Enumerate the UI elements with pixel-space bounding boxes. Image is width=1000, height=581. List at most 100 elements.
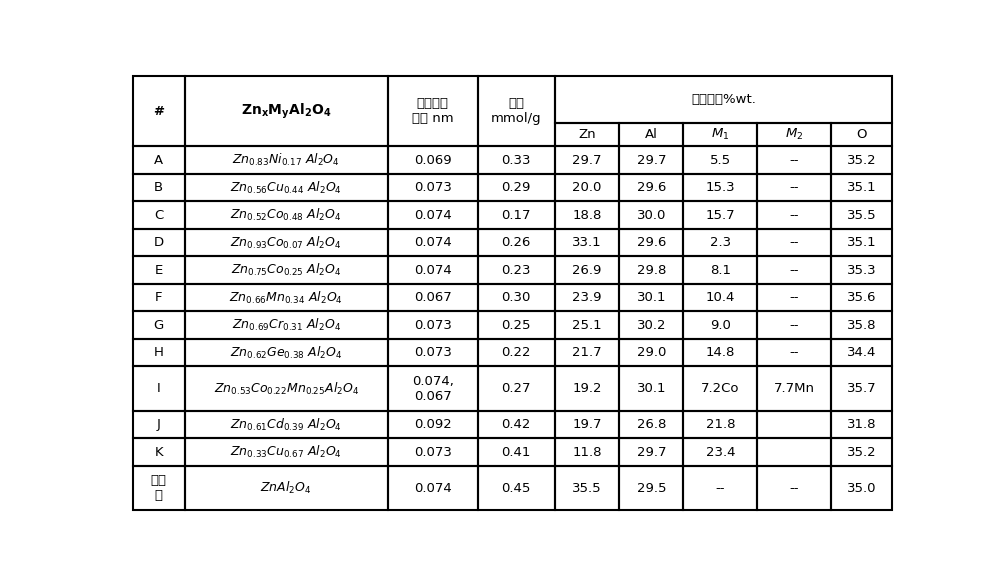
Bar	[757, 174, 831, 202]
Text: 23.9: 23.9	[572, 291, 602, 304]
Text: $Zn_{0.52}Co_{0.48}\ Al_2O_4$: $Zn_{0.52}Co_{0.48}\ Al_2O_4$	[230, 207, 342, 223]
Text: 30.1: 30.1	[637, 382, 666, 395]
Text: 11.8: 11.8	[572, 446, 602, 458]
Bar	[757, 202, 831, 229]
Bar	[478, 439, 555, 466]
Bar	[683, 229, 757, 256]
Bar	[185, 339, 388, 367]
Text: --: --	[789, 236, 799, 249]
Text: 0.073: 0.073	[414, 346, 452, 359]
Bar	[133, 411, 185, 439]
Bar	[388, 339, 478, 367]
Text: 35.0: 35.0	[847, 482, 876, 494]
Text: --: --	[789, 181, 799, 194]
Text: $Zn_{0.56}Cu_{0.44}\ Al_2O_4$: $Zn_{0.56}Cu_{0.44}\ Al_2O_4$	[230, 180, 342, 196]
Bar	[185, 229, 388, 256]
Bar	[185, 174, 388, 202]
Text: 30.2: 30.2	[637, 318, 666, 332]
Bar	[757, 367, 831, 411]
Text: K: K	[154, 446, 163, 458]
Bar	[388, 202, 478, 229]
Text: 0.067: 0.067	[414, 291, 452, 304]
Bar	[478, 466, 555, 510]
Bar	[619, 284, 683, 311]
Text: 29.6: 29.6	[637, 181, 666, 194]
Text: 21.7: 21.7	[572, 346, 602, 359]
Text: 31.8: 31.8	[847, 418, 876, 431]
Bar	[757, 146, 831, 174]
Text: $Zn_{0.61}Cd_{0.39}\ Al_2O_4$: $Zn_{0.61}Cd_{0.39}\ Al_2O_4$	[230, 417, 342, 433]
Bar	[133, 256, 185, 284]
Bar	[185, 466, 388, 510]
Text: 21.8: 21.8	[706, 418, 735, 431]
Text: $Zn_{0.93}Co_{0.07}\ Al_2O_4$: $Zn_{0.93}Co_{0.07}\ Al_2O_4$	[230, 235, 342, 250]
Bar	[133, 466, 185, 510]
Text: --: --	[789, 264, 799, 277]
Bar	[185, 77, 388, 146]
Bar	[478, 202, 555, 229]
Text: 0.17: 0.17	[502, 209, 531, 221]
Text: 33.1: 33.1	[572, 236, 602, 249]
Text: I: I	[157, 382, 161, 395]
Text: 对比
例: 对比 例	[151, 474, 167, 502]
Bar	[388, 466, 478, 510]
Bar	[388, 174, 478, 202]
Bar	[478, 146, 555, 174]
Bar	[555, 256, 619, 284]
Bar	[619, 174, 683, 202]
Text: --: --	[789, 291, 799, 304]
Bar	[185, 256, 388, 284]
Bar	[831, 174, 892, 202]
Bar	[555, 311, 619, 339]
Bar	[619, 256, 683, 284]
Text: 35.1: 35.1	[847, 181, 876, 194]
Bar	[683, 311, 757, 339]
Text: 酸度
mmol/g: 酸度 mmol/g	[491, 98, 542, 125]
Text: $Zn_{0.66}Mn_{0.34}\ Al_2O_4$: $Zn_{0.66}Mn_{0.34}\ Al_2O_4$	[229, 289, 343, 306]
Text: 0.22: 0.22	[502, 346, 531, 359]
Bar	[831, 256, 892, 284]
Text: 0.074: 0.074	[414, 209, 452, 221]
Bar	[619, 146, 683, 174]
Text: 35.6: 35.6	[847, 291, 876, 304]
Text: 0.41: 0.41	[502, 446, 531, 458]
Bar	[133, 284, 185, 311]
Text: --: --	[789, 209, 799, 221]
Text: E: E	[155, 264, 163, 277]
Bar	[555, 284, 619, 311]
Text: 35.2: 35.2	[847, 446, 876, 458]
Text: 26.8: 26.8	[637, 418, 666, 431]
Bar	[185, 146, 388, 174]
Bar	[757, 411, 831, 439]
Text: B: B	[154, 181, 163, 194]
Bar	[133, 77, 185, 146]
Bar	[478, 174, 555, 202]
Bar	[388, 439, 478, 466]
Bar	[555, 77, 892, 123]
Text: 29.6: 29.6	[637, 236, 666, 249]
Text: J: J	[157, 418, 161, 431]
Bar	[388, 229, 478, 256]
Text: --: --	[789, 346, 799, 359]
Bar	[478, 256, 555, 284]
Bar	[478, 311, 555, 339]
Bar	[133, 311, 185, 339]
Bar	[555, 439, 619, 466]
Text: 34.4: 34.4	[847, 346, 876, 359]
Text: 30.1: 30.1	[637, 291, 666, 304]
Bar	[757, 339, 831, 367]
Bar	[831, 311, 892, 339]
Bar	[619, 311, 683, 339]
Bar	[185, 411, 388, 439]
Text: 29.7: 29.7	[637, 446, 666, 458]
Text: 14.8: 14.8	[706, 346, 735, 359]
Text: 8.1: 8.1	[710, 264, 731, 277]
Text: O: O	[856, 128, 867, 141]
Bar	[683, 439, 757, 466]
Bar	[555, 123, 619, 146]
Text: 0.074: 0.074	[414, 236, 452, 249]
Text: 10.4: 10.4	[706, 291, 735, 304]
Bar	[683, 146, 757, 174]
Bar	[757, 256, 831, 284]
Bar	[831, 367, 892, 411]
